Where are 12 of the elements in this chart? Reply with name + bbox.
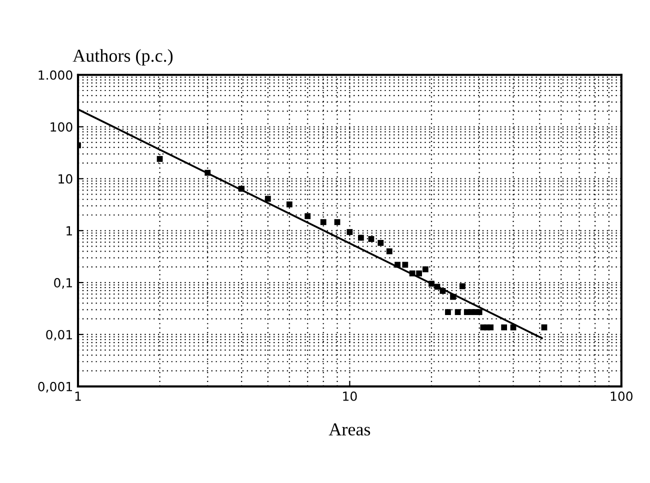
y-tick-label: 1: [66, 226, 72, 236]
y-tick-label: 10: [58, 174, 72, 184]
y-tick-label: 1.000: [38, 70, 72, 80]
y-axis-title: Authors (p.c.): [72, 49, 173, 66]
x-tick-label: 100: [610, 391, 632, 401]
y-tick-label: 0,001: [38, 382, 72, 393]
x-tick-label: 1: [75, 392, 81, 401]
x-axis-title: Areas: [328, 423, 370, 436]
y-tick-label: 0,01: [46, 330, 72, 341]
x-tick-label: 10: [343, 391, 357, 401]
y-tick-label: 100: [50, 122, 72, 132]
y-tick-label: 0,1: [54, 278, 72, 289]
